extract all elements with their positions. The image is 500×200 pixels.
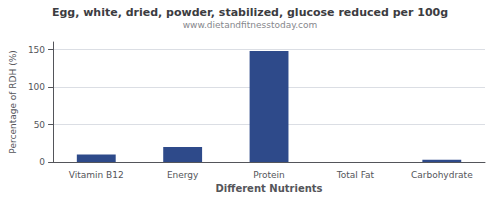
svg-text:Total Fat: Total Fat [336,170,375,180]
svg-text:Energy: Energy [167,170,199,180]
svg-text:100: 100 [28,82,45,92]
svg-text:Protein: Protein [253,170,285,180]
svg-text:150: 150 [28,45,45,55]
svg-text:Vitamin B12: Vitamin B12 [69,170,124,180]
svg-text:0: 0 [39,157,45,167]
svg-text:Different Nutrients: Different Nutrients [216,183,323,194]
svg-text:Percentage of RDH (%): Percentage of RDH (%) [8,50,18,153]
svg-text:www.dietandfitnesstoday.com: www.dietandfitnesstoday.com [183,20,318,30]
svg-text:Egg, white, dried, powder, sta: Egg, white, dried, powder, stabilized, g… [52,6,448,19]
svg-text:50: 50 [34,120,46,130]
svg-text:Carbohydrate: Carbohydrate [411,170,473,180]
